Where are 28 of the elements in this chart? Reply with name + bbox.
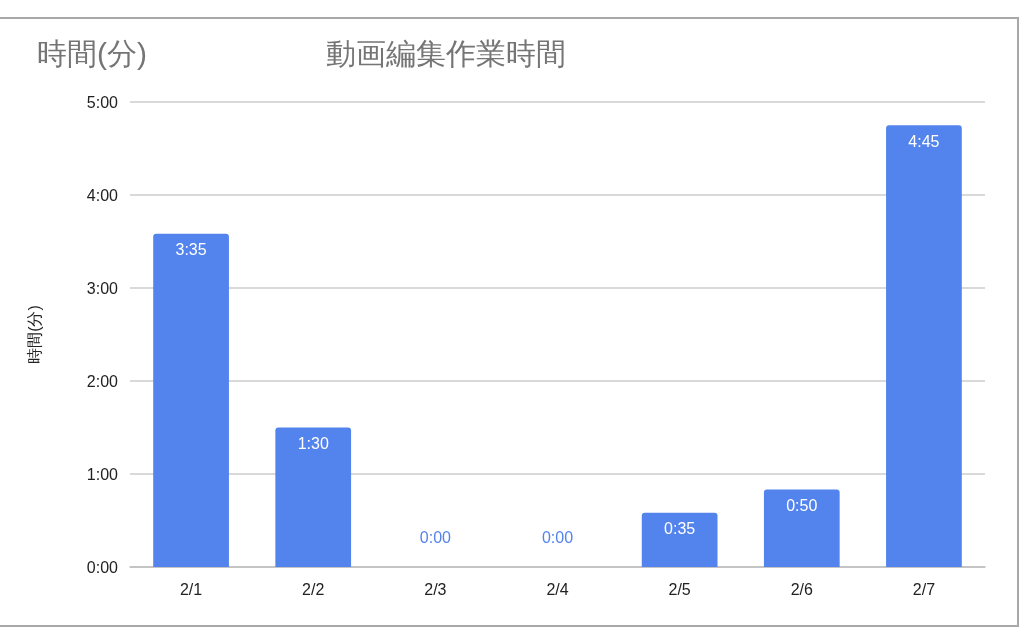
x-tick-label: 2/6 <box>790 580 813 598</box>
y-tick-label: 5:00 <box>86 93 119 111</box>
data-label: 0:50 <box>786 497 818 514</box>
y-tick-label: 2:00 <box>86 372 119 390</box>
data-label: 1:30 <box>297 435 329 452</box>
x-tick-label: 2/5 <box>668 580 691 598</box>
x-tick-label: 2/7 <box>912 580 936 598</box>
bar <box>275 427 352 567</box>
x-tick-label: 2/3 <box>424 580 447 598</box>
bar <box>641 512 718 567</box>
y-tick-label: 1:00 <box>86 465 119 483</box>
data-label: 0:35 <box>664 520 696 538</box>
data-label: 3:35 <box>175 241 207 259</box>
y-tick-label: 4:00 <box>86 186 119 204</box>
chart-subtitle: 動画編集作業時間 <box>326 36 566 70</box>
chart-title: 時間(分) <box>37 36 147 70</box>
bar <box>886 125 962 567</box>
data-label: 0:00 <box>541 528 574 546</box>
y-tick-label: 3:00 <box>86 279 119 297</box>
x-tick-label: 2/4 <box>546 580 569 598</box>
y-tick-label: 0:00 <box>86 558 119 576</box>
bar <box>763 489 840 567</box>
x-tick-label: 2/2 <box>302 580 325 598</box>
bar <box>153 233 229 567</box>
x-tick-label: 2/1 <box>179 580 203 598</box>
y-axis-title: 時間(分) <box>25 305 43 364</box>
data-label: 4:45 <box>908 132 940 150</box>
data-label: 0:00 <box>419 528 452 546</box>
